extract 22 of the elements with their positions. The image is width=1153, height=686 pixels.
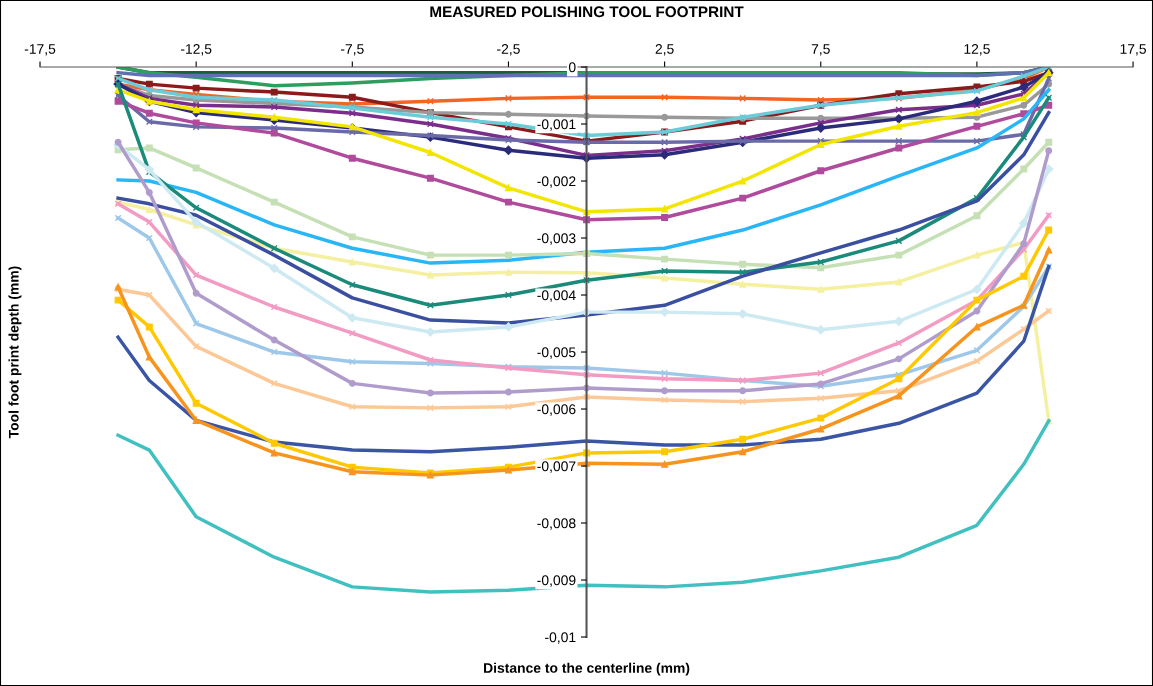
y-tick-label: -0,01	[545, 632, 576, 644]
y-tick-label: -0,001	[537, 119, 576, 131]
y-tick-label: -0,003	[537, 233, 576, 245]
x-tick-label: -2,5	[497, 44, 520, 56]
x-tick-label: 2,5	[655, 44, 674, 56]
x-tick-label: 12,5	[964, 44, 990, 56]
y-tick-label: -0,007	[537, 461, 576, 473]
y-tick-label: -0,008	[537, 518, 576, 530]
y-tick-label: 0	[568, 62, 576, 73]
y-tick-label: -0,009	[537, 575, 576, 587]
y-tick-label: -0,006	[537, 404, 576, 416]
y-tick-label: -0,002	[537, 176, 576, 188]
x-tick-label: 7,5	[811, 44, 830, 56]
x-tick-label: -7,5	[340, 44, 364, 56]
y-axis-title: Tool foot print depth (mm)	[8, 266, 22, 439]
y-tick-label: -0,005	[537, 347, 576, 359]
x-axis-title: Distance to the centerline (mm)	[484, 662, 690, 676]
chart-title: MEASURED POLISHING TOOL FOOTPRINT	[430, 6, 744, 18]
x-tick-label: 17,5	[1120, 44, 1146, 56]
x-tick-label: -12,5	[180, 44, 212, 56]
x-tick-label: -17,5	[24, 44, 56, 56]
y-tick-label: -0,004	[537, 290, 576, 302]
